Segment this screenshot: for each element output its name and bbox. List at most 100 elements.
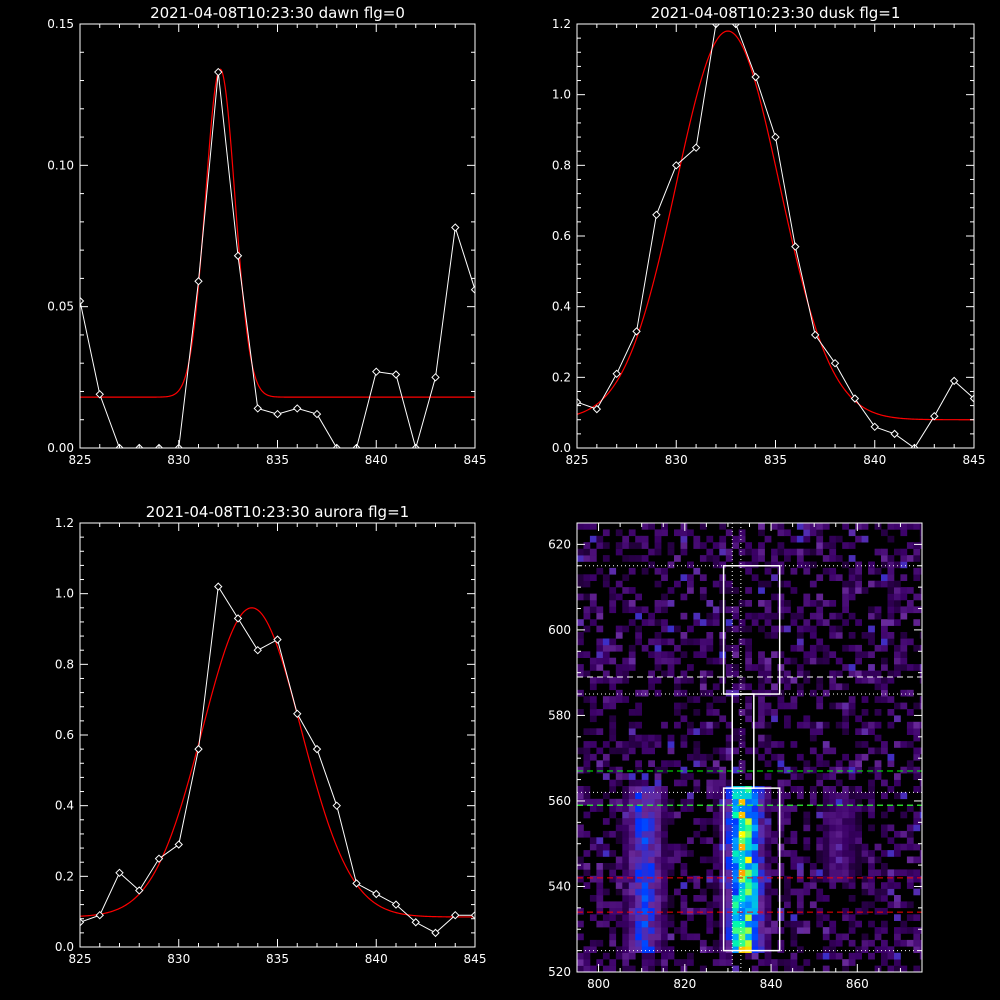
heatmap-cell (699, 907, 707, 915)
heatmap-cell (712, 696, 720, 703)
dusk-fit-line (577, 30, 974, 421)
heatmap-cell (842, 863, 849, 870)
heatmap-cell (738, 619, 746, 626)
heatmap-cell (887, 523, 895, 530)
heatmap-cell (738, 882, 746, 889)
heatmap-cell (745, 901, 752, 909)
heatmap-cell (628, 920, 636, 928)
heatmap-cell (829, 818, 837, 825)
heatmap-cell (900, 612, 908, 620)
heatmap-cell (881, 850, 888, 857)
heatmap-cell (648, 561, 655, 569)
heatmap-cell (816, 888, 824, 896)
heatmap-cell (913, 843, 921, 851)
heatmap-cell (790, 548, 798, 556)
heatmap-cell (816, 760, 824, 767)
heatmap-cell (712, 805, 720, 812)
heatmap-cell (641, 965, 649, 972)
heatmap-cell (790, 914, 798, 921)
heatmap-cell (822, 747, 830, 755)
heatmap-cell (855, 811, 862, 819)
heatmap-cell (654, 805, 662, 812)
heatmap-cell (661, 914, 668, 921)
heatmap-cell (842, 606, 849, 614)
heatmap-cell (855, 843, 862, 851)
heatmap-cell (906, 824, 914, 832)
heatmap-cell (661, 721, 668, 729)
heatmap-cell (900, 811, 908, 819)
heatmap-cell (796, 901, 804, 909)
heatmap-cell (583, 651, 591, 658)
heatmap-cell (615, 946, 623, 953)
heatmap-cell (654, 875, 662, 883)
dawn-data-line (80, 71, 475, 448)
heatmap-cell (784, 895, 791, 902)
heatmap-cell (699, 644, 707, 652)
heatmap-cell (596, 638, 604, 646)
heatmap-cell (661, 786, 668, 793)
heatmap-cell (628, 644, 636, 652)
heatmap-cell (764, 824, 772, 832)
heatmap-cell (771, 927, 778, 934)
heatmap-cell (906, 709, 914, 716)
heatmap-cell (894, 606, 901, 614)
heatmap-cell (609, 721, 617, 729)
heatmap-cell (661, 657, 668, 665)
heatmap-cell (894, 914, 901, 921)
heatmap-cell (738, 824, 746, 832)
heatmap-cell (848, 850, 856, 857)
heatmap-cell (829, 798, 837, 806)
heatmap-cell (602, 965, 610, 972)
heatmap-cell (796, 523, 804, 530)
heatmap-cell (719, 587, 727, 594)
heatmap-cell (861, 741, 869, 748)
heatmap-cell (635, 939, 642, 947)
heatmap-cell (913, 786, 921, 793)
heatmap-cell (919, 567, 922, 575)
heatmap-cell (777, 907, 785, 915)
y-tick-label: 1.0 (55, 587, 74, 601)
heatmap-cell (596, 843, 604, 851)
heatmap-cell (777, 779, 785, 787)
heatmap-cell (628, 773, 636, 780)
heatmap-cell (751, 830, 759, 838)
heatmap-cell (725, 741, 733, 748)
heatmap-cell (738, 535, 746, 543)
heatmap-cell (906, 555, 914, 562)
heatmap-cell (796, 895, 804, 902)
heatmap-cell (881, 574, 888, 581)
heatmap-cell (732, 625, 740, 633)
heatmap-cell (654, 542, 662, 549)
heatmap-cell (816, 606, 824, 614)
heatmap-cell (900, 741, 908, 748)
heatmap-cell (835, 869, 843, 877)
heatmap-cell (848, 760, 856, 767)
heatmap-cell (894, 651, 901, 658)
heatmap-cell (855, 715, 862, 723)
heatmap-cell (887, 600, 895, 607)
heatmap-cell (848, 664, 856, 671)
heatmap-cell (680, 612, 688, 620)
heatmap-cell (881, 920, 888, 928)
heatmap-cell (758, 824, 765, 832)
heatmap-cell (881, 696, 888, 703)
heatmap-cell (764, 689, 772, 697)
heatmap-cell (790, 952, 798, 960)
heatmap-cell (602, 753, 610, 761)
heatmap-cell (719, 939, 727, 947)
heatmap-cell (577, 875, 584, 883)
heatmap-cell (784, 779, 791, 787)
heatmap-cell (803, 959, 811, 966)
heatmap-cell (751, 721, 759, 729)
heatmap-cell (687, 676, 694, 684)
heatmap-cell (816, 779, 824, 787)
heatmap-cell (712, 901, 720, 909)
heatmap-cell (654, 818, 662, 825)
heatmap-cell (687, 914, 694, 921)
heatmap-cell (635, 888, 642, 896)
heatmap-cell (758, 721, 765, 729)
heatmap-cell (906, 542, 914, 549)
dusk-title: 2021-04-08T10:23:30 dusk flg=1 (651, 4, 901, 22)
heatmap-cell (745, 747, 752, 755)
